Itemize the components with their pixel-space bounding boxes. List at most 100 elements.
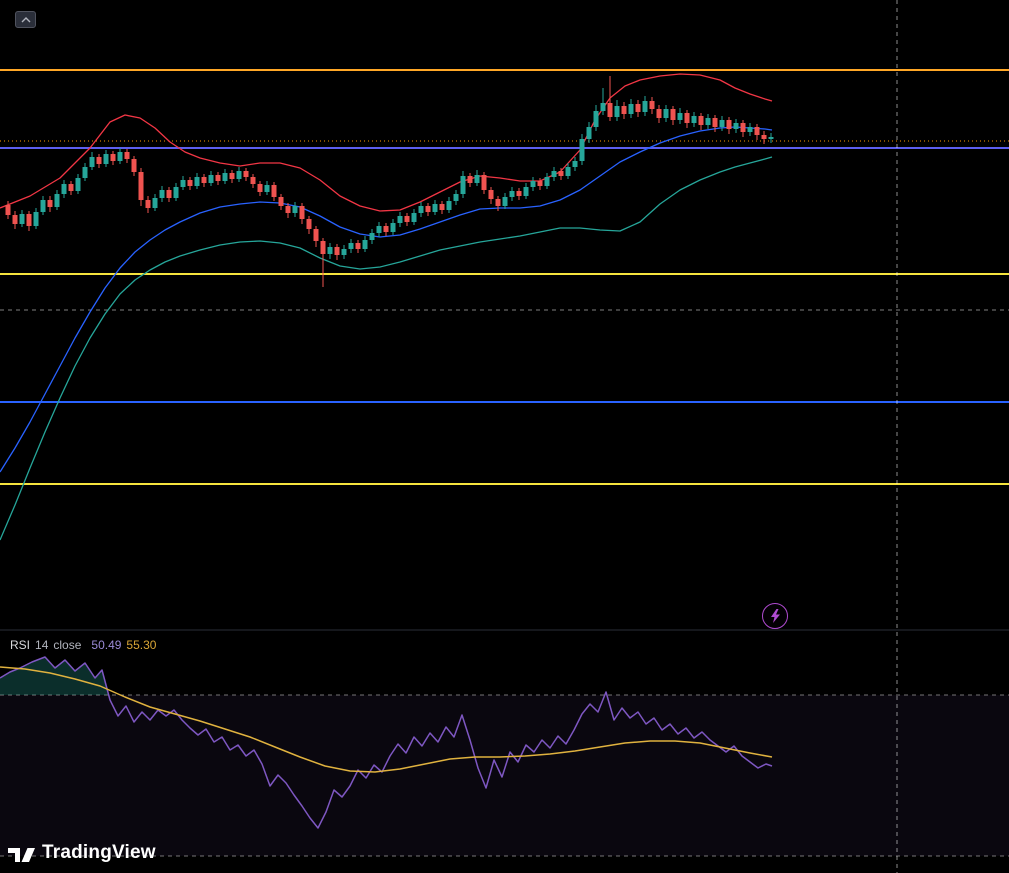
candle-body xyxy=(530,181,536,187)
candle-body xyxy=(12,215,18,224)
candle-body xyxy=(159,190,165,198)
candle-body xyxy=(614,106,620,117)
candle-body xyxy=(586,127,592,139)
candle-body xyxy=(33,212,39,226)
candle-body xyxy=(488,190,494,199)
candle-body xyxy=(649,101,655,109)
candle-body xyxy=(341,249,347,255)
candle-body xyxy=(663,109,669,118)
candle-body xyxy=(600,103,606,111)
lightning-icon xyxy=(771,609,780,623)
candle-body xyxy=(229,173,235,179)
candle-body xyxy=(684,113,690,123)
rsi-indicator-label[interactable]: RSI 14 close 50.49 55.30 xyxy=(10,638,156,652)
rsi-title: RSI xyxy=(10,638,31,652)
candle-body xyxy=(404,216,410,222)
candle-body xyxy=(383,226,389,232)
candle-body xyxy=(754,127,760,135)
candle-body xyxy=(362,240,368,249)
candle-body xyxy=(467,176,473,183)
candle-body xyxy=(544,177,550,186)
candle-body xyxy=(572,161,578,167)
candle-body xyxy=(131,159,137,172)
tradingview-logo[interactable]: TradingView xyxy=(8,842,156,864)
candle-body xyxy=(523,187,529,196)
candle-body xyxy=(47,200,53,207)
candle-body xyxy=(327,247,333,254)
candle-body xyxy=(173,187,179,198)
rsi-value: 50.49 xyxy=(91,638,122,652)
candle-body xyxy=(61,184,67,194)
candle-body xyxy=(306,219,312,229)
candle-body xyxy=(453,194,459,201)
candle-body xyxy=(698,116,704,125)
candle-body xyxy=(579,139,585,161)
candle-body xyxy=(5,205,11,215)
candle-body xyxy=(432,204,438,212)
candle-body xyxy=(761,135,767,139)
candle-body xyxy=(740,123,746,132)
collapse-panel-button[interactable] xyxy=(15,11,36,28)
candle-body xyxy=(243,171,249,177)
rsi-length: 14 xyxy=(35,638,49,652)
candle-body xyxy=(145,200,151,208)
candle-body xyxy=(19,214,25,224)
candle-body xyxy=(719,120,725,127)
candle-body xyxy=(348,243,354,249)
candle-body xyxy=(208,175,214,183)
lightning-button[interactable] xyxy=(762,603,788,629)
candle-body xyxy=(271,185,277,197)
candle-body xyxy=(712,118,718,127)
candle-body xyxy=(495,199,501,206)
candle-body xyxy=(439,204,445,210)
candle-body xyxy=(82,167,88,178)
candle-body xyxy=(89,157,95,167)
candle-body xyxy=(502,197,508,206)
candle-body xyxy=(726,120,732,129)
candle-body xyxy=(691,116,697,123)
candle-body xyxy=(313,229,319,241)
candle-body xyxy=(250,177,256,184)
candle-body xyxy=(236,171,242,179)
candle-body xyxy=(40,200,46,212)
candle-body xyxy=(376,226,382,233)
candle-body xyxy=(593,111,599,127)
candle-body xyxy=(425,206,431,212)
candle-body xyxy=(733,123,739,129)
rsi-ma-line xyxy=(0,666,773,773)
candle-body xyxy=(124,152,130,159)
candle-body xyxy=(292,206,298,213)
candle-body xyxy=(607,103,613,117)
candle-body xyxy=(320,241,326,254)
chevron-up-icon xyxy=(21,16,30,22)
candle-body xyxy=(516,191,522,196)
candle-body xyxy=(257,184,263,192)
candle-body xyxy=(621,106,627,114)
candle-body xyxy=(180,180,186,187)
candle-body xyxy=(285,206,291,213)
candle-body xyxy=(670,109,676,120)
candle-body xyxy=(768,137,774,139)
candle-body xyxy=(537,181,543,186)
candle-body xyxy=(152,198,158,208)
candle-body xyxy=(747,127,753,132)
candle-body xyxy=(355,243,361,249)
candle-body xyxy=(26,214,32,226)
rsi-overbought-fill xyxy=(0,657,108,695)
candle-body xyxy=(215,175,221,181)
rsi-source: close xyxy=(53,638,82,652)
candle-body xyxy=(110,154,116,161)
bollinger-upper-line xyxy=(0,73,773,212)
candle-body xyxy=(166,190,172,198)
candle-body xyxy=(264,185,270,192)
candle-body xyxy=(481,175,487,190)
candle-body xyxy=(558,171,564,176)
tradingview-logo-text: TradingView xyxy=(42,842,156,863)
candle-body xyxy=(96,157,102,164)
candle-body xyxy=(54,194,60,207)
rsi-band-fill xyxy=(0,695,1009,856)
candle-body xyxy=(460,176,466,194)
tradingview-logo-icon xyxy=(8,847,35,862)
candle-body xyxy=(411,213,417,222)
